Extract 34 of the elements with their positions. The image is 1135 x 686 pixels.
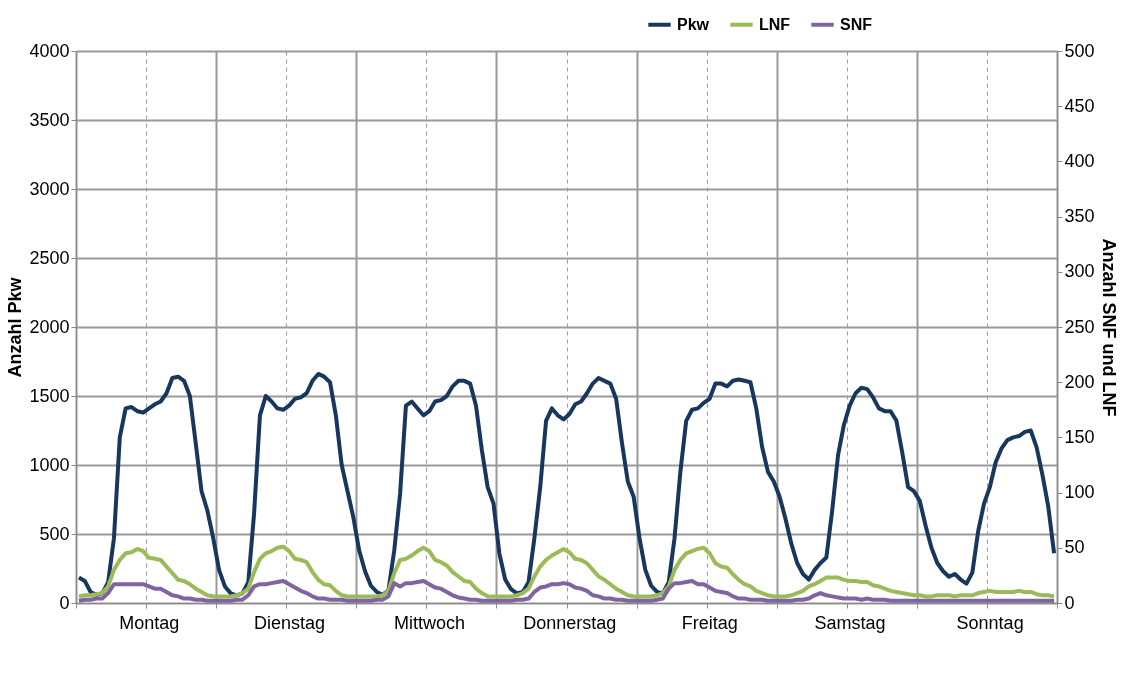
line-series — [76, 544, 1057, 599]
y2-tick-label: 200 — [1064, 371, 1095, 392]
y2-tick-label: 300 — [1064, 261, 1095, 282]
y-tick-label: 4000 — [29, 40, 70, 61]
y-tick-label: 2000 — [29, 316, 70, 337]
y-tick-label: 0 — [59, 592, 70, 613]
y2-tick-label: 50 — [1064, 537, 1085, 558]
x-tick-label: Freitag — [681, 612, 738, 633]
y2-tick-label: 150 — [1064, 426, 1095, 447]
y-tick-label: 3500 — [29, 109, 70, 130]
y2-tick-label: 450 — [1064, 95, 1095, 116]
x-tick-label: Montag — [119, 612, 180, 633]
y2-tick-label: 500 — [1064, 40, 1095, 61]
y2-tick-label: 250 — [1064, 316, 1095, 337]
y2-axis-title: Anzahl SNF und LNF — [1098, 238, 1119, 417]
x-tick-label: Sonntag — [956, 612, 1024, 633]
y2-tick-label: 100 — [1064, 482, 1095, 503]
y-tick-label: 2500 — [29, 247, 70, 268]
y-tick-label: 500 — [39, 523, 70, 544]
x-tick-label: Dienstag — [253, 612, 325, 633]
y-tick-label: 1000 — [29, 454, 70, 475]
y-tick-label: 1500 — [29, 385, 70, 406]
legend-label: Pkw — [677, 15, 710, 33]
y-tick-label: 3000 — [29, 178, 70, 199]
y-axis-title: Anzahl Pkw — [5, 276, 26, 378]
x-tick-label: Mittwoch — [394, 612, 466, 633]
x-tick-label: Samstag — [814, 612, 886, 633]
x-tick-label: Donnerstag — [523, 612, 617, 633]
y2-tick-label: 350 — [1064, 206, 1095, 227]
legend-label: LNF — [759, 15, 791, 33]
y2-tick-label: 400 — [1064, 150, 1095, 171]
legend-label: SNF — [840, 15, 873, 33]
line-series — [76, 371, 1057, 598]
y2-tick-label: 0 — [1064, 592, 1075, 613]
